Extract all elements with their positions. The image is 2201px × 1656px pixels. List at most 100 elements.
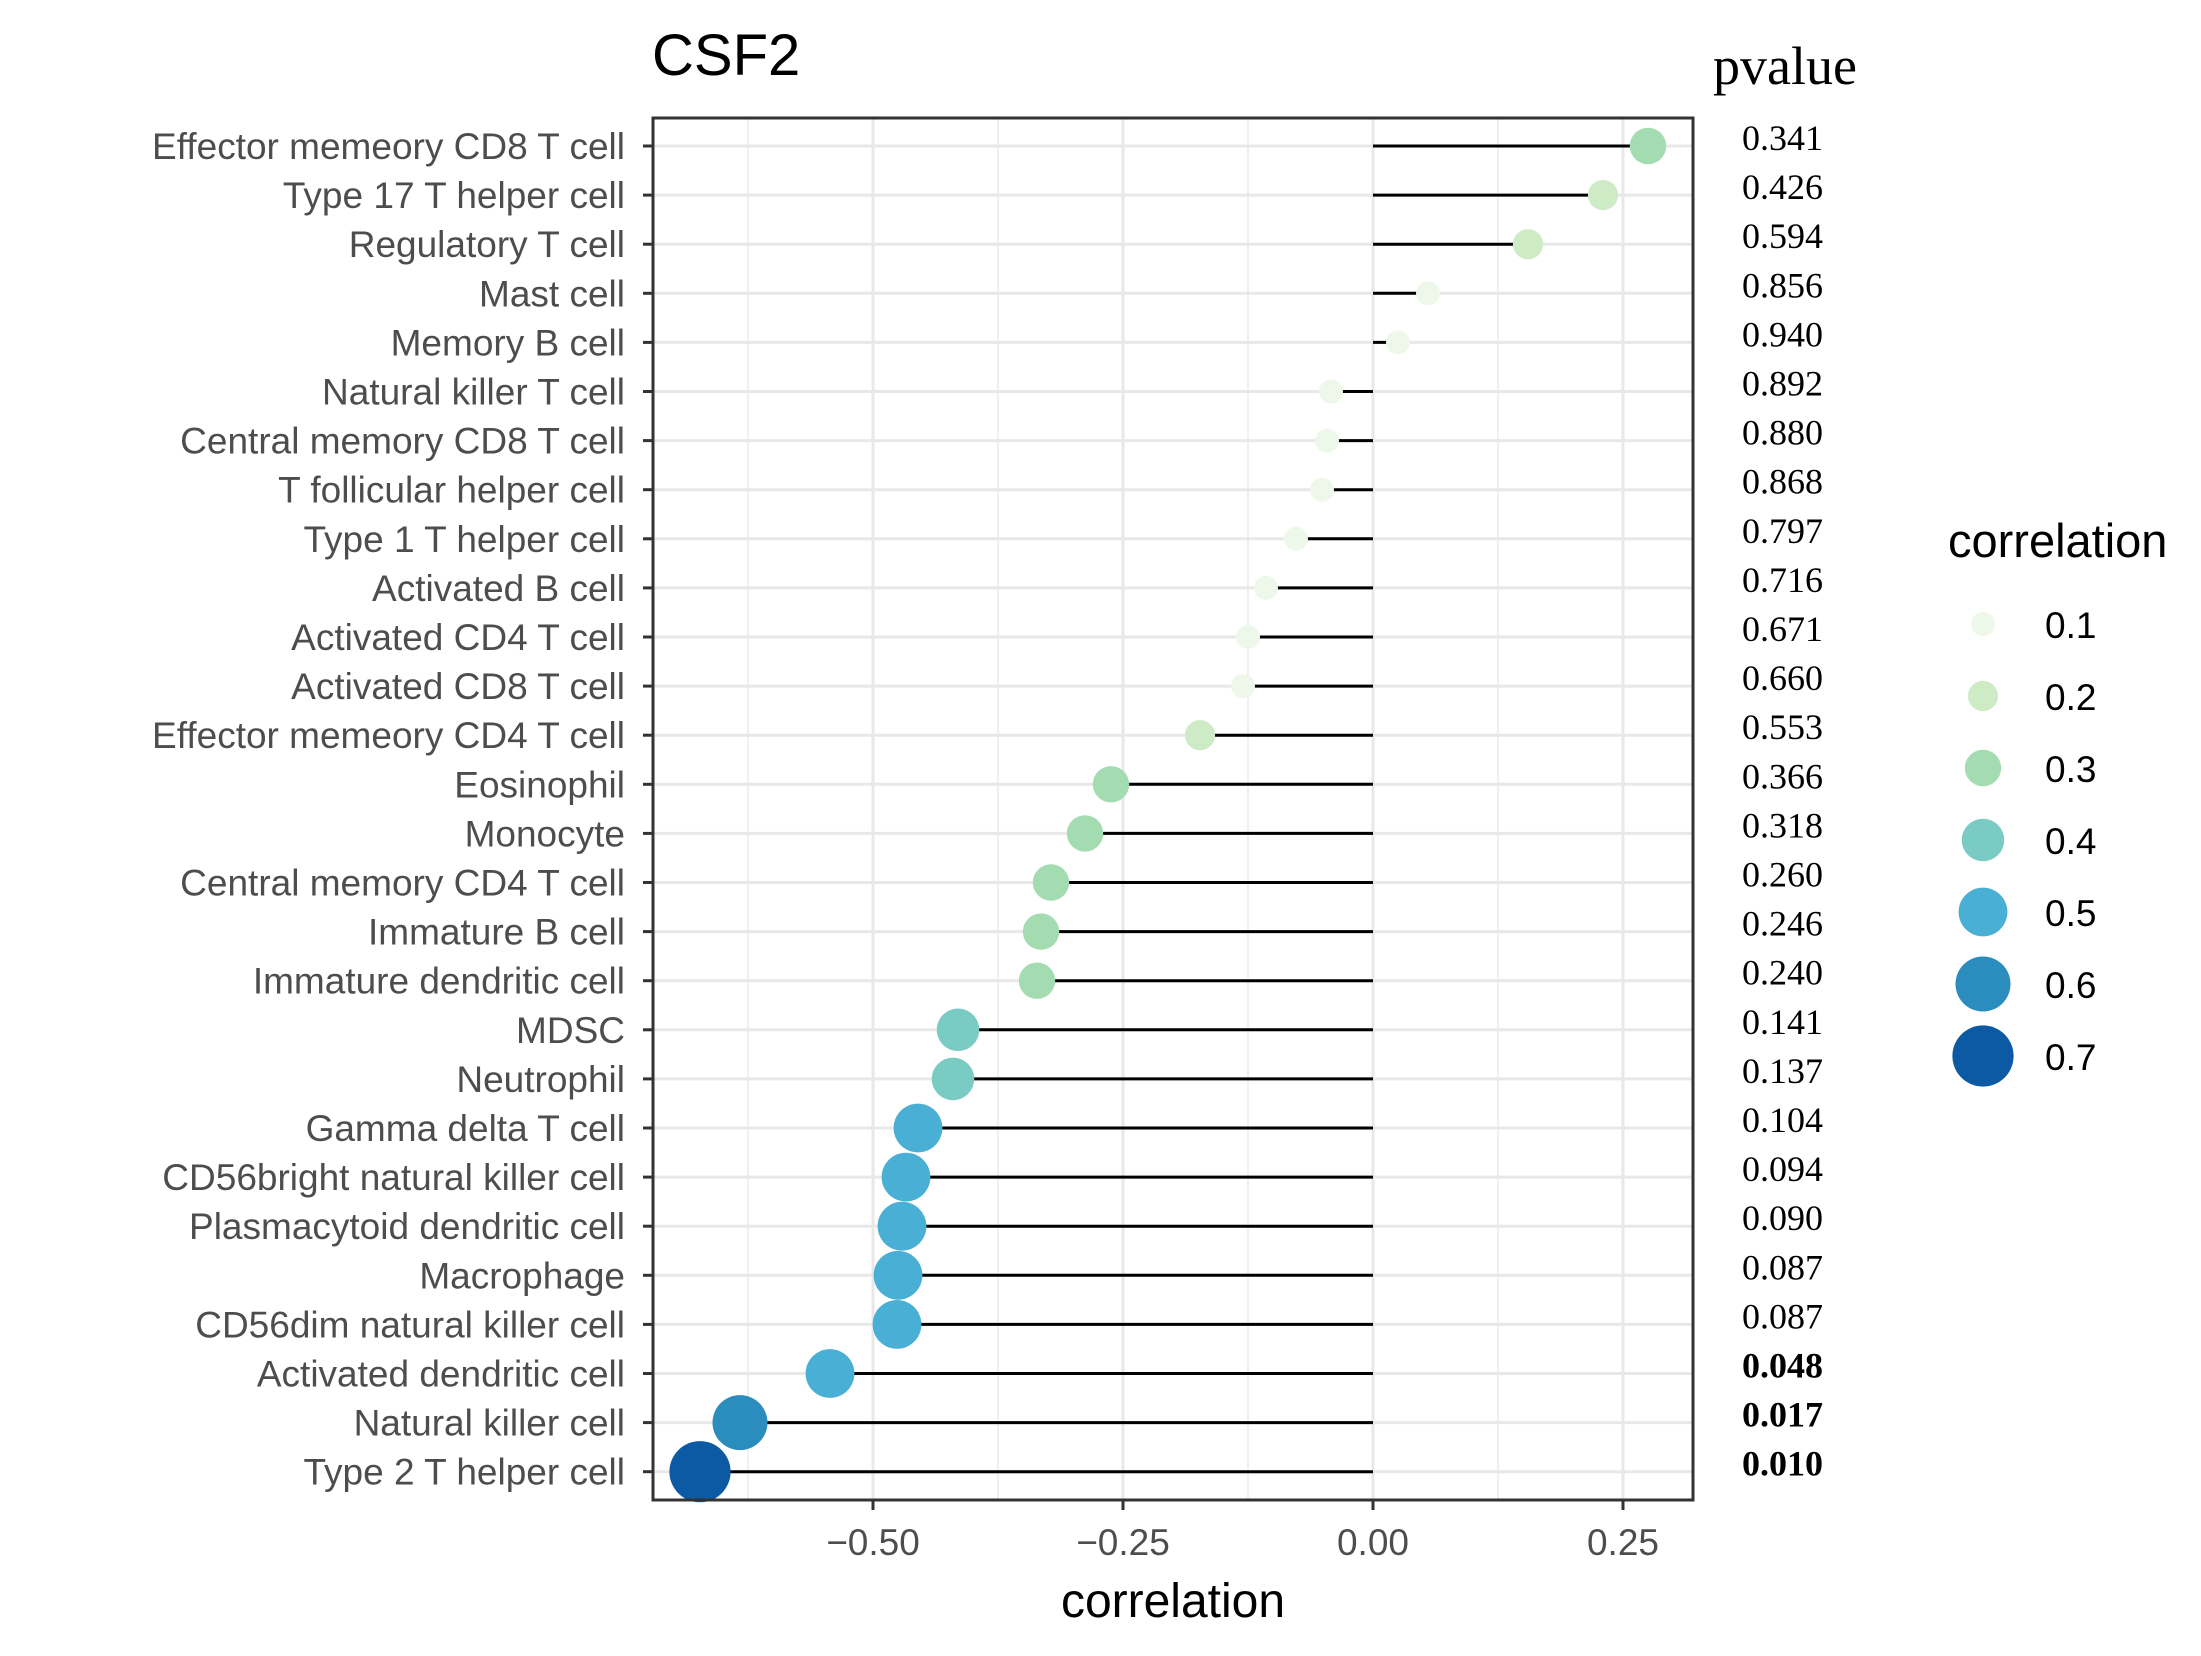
lollipop-dot — [881, 1152, 931, 1202]
lollipop-dot — [1416, 281, 1440, 306]
lollipop-dot — [1236, 625, 1260, 649]
pvalue-label: 0.553 — [1742, 707, 1823, 747]
lollipop-dot — [1231, 674, 1255, 699]
lollipop-dot — [1629, 127, 1667, 165]
x-tick-label: 0.25 — [1587, 1522, 1659, 1563]
row-label: Activated CD4 T cell — [291, 617, 625, 658]
lollipop-dot — [1254, 575, 1278, 600]
row-label: Neutrophil — [456, 1059, 625, 1100]
legend-title: correlation — [1948, 514, 2167, 567]
legend-entry-label: 0.1 — [2045, 605, 2096, 646]
plot-panel-background — [653, 118, 1693, 1500]
row-label: Type 17 T helper cell — [283, 175, 625, 216]
lollipop-dot — [936, 1008, 980, 1052]
lollipop-dot — [1092, 766, 1130, 803]
panel-border — [651, 116, 1695, 1502]
row-label: MDSC — [516, 1010, 625, 1051]
pvalue-label: 0.104 — [1742, 1100, 1823, 1140]
x-tick-label: 0.00 — [1337, 1522, 1409, 1563]
pvalue-label: 0.017 — [1742, 1395, 1823, 1435]
legend-key-dot — [1964, 749, 2002, 787]
pvalue-label: 0.716 — [1742, 560, 1823, 600]
pvalue-header: pvalue — [1713, 36, 1857, 96]
row-label: CD56bright natural killer cell — [162, 1157, 625, 1198]
pvalue-label: 0.318 — [1742, 805, 1823, 845]
legend-entry-label: 0.4 — [2045, 821, 2096, 862]
pvalue-label: 0.797 — [1742, 511, 1823, 551]
row-label: Immature dendritic cell — [253, 961, 625, 1002]
pvalue-label: 0.240 — [1742, 953, 1823, 993]
pvalue-label: 0.671 — [1742, 609, 1823, 649]
row-label: Memory B cell — [391, 322, 625, 363]
pvalue-label: 0.940 — [1742, 314, 1823, 354]
row-label: Mast cell — [479, 273, 625, 314]
pvalue-label: 0.141 — [1742, 1002, 1823, 1042]
lollipop-dot — [712, 1395, 768, 1451]
row-label: Monocyte — [465, 813, 625, 854]
legend-entry-label: 0.2 — [2045, 677, 2096, 718]
lollipop-dot — [877, 1201, 927, 1251]
row-label: Effector memeory CD8 T cell — [152, 126, 625, 167]
pvalue-label: 0.426 — [1742, 167, 1823, 207]
lollipop-dot — [1587, 180, 1619, 211]
row-label: Regulatory T cell — [349, 224, 625, 265]
panel-border-rect — [651, 116, 1695, 1502]
row-label: T follicular helper cell — [278, 470, 625, 511]
row-label: Activated B cell — [372, 568, 625, 609]
lollipop-dot — [1386, 330, 1410, 355]
pvalue-label: 0.660 — [1742, 658, 1823, 698]
x-tick-label: −0.50 — [826, 1522, 920, 1563]
pvalue-column: 0.341 0.426 0.594 0.856 0.940 0.892 0.880 0.868… — [1742, 118, 1823, 1484]
row-label: Effector memeory CD4 T cell — [152, 715, 625, 756]
plot-panel — [653, 118, 1693, 1500]
chart-title: CSF2 — [652, 23, 800, 88]
legend-key-dot — [1955, 956, 2011, 1012]
lollipop-dot — [872, 1300, 922, 1349]
row-label: Gamma delta T cell — [306, 1108, 625, 1149]
x-axis-ticks: −0.50 −0.25 0.00 0.25 — [826, 1500, 1659, 1563]
pvalue-label: 0.594 — [1742, 216, 1823, 256]
legend: 0.1 0.2 0.3 0.4 0.5 0.6 0.7 — [1952, 605, 2096, 1087]
lollipop-dot — [1184, 720, 1216, 751]
x-tick-label: −0.25 — [1076, 1522, 1170, 1563]
row-label: Activated dendritic cell — [257, 1354, 625, 1395]
lollipop-dot — [1066, 815, 1104, 852]
pvalue-label: 0.137 — [1742, 1051, 1823, 1091]
lollipop-dot — [1032, 864, 1070, 901]
legend-key-dot — [1958, 887, 2008, 937]
pvalue-label: 0.260 — [1742, 855, 1823, 895]
legend-entry-label: 0.7 — [2045, 1037, 2096, 1078]
pvalue-label: 0.856 — [1742, 265, 1823, 305]
row-label: Central memory CD8 T cell — [180, 421, 625, 462]
pvalue-label: 0.892 — [1742, 364, 1823, 404]
row-label: Plasmacytoid dendritic cell — [189, 1206, 625, 1247]
lollipop-dot — [1512, 229, 1544, 260]
x-axis-title: correlation — [1061, 1575, 1285, 1628]
pvalue-label: 0.087 — [1742, 1296, 1823, 1336]
row-label: Activated CD8 T cell — [291, 666, 625, 707]
row-label: Central memory CD4 T cell — [180, 863, 625, 904]
row-label: Type 2 T helper cell — [303, 1452, 625, 1493]
pvalue-label: 0.087 — [1742, 1247, 1823, 1287]
pvalue-label: 0.880 — [1742, 413, 1823, 453]
legend-key-dot — [1952, 1025, 2014, 1087]
lollipop-dot — [805, 1349, 855, 1398]
lollipop-dot — [1315, 428, 1339, 453]
pvalue-label: 0.010 — [1742, 1444, 1823, 1484]
row-label: Macrophage — [419, 1255, 625, 1296]
legend-entry-label: 0.3 — [2045, 749, 2096, 790]
lollipop-dot — [893, 1103, 943, 1153]
legend-key-dot — [1971, 612, 1995, 636]
pvalue-label: 0.090 — [1742, 1198, 1823, 1238]
row-label: Immature B cell — [368, 912, 625, 953]
pvalue-label: 0.341 — [1742, 118, 1823, 158]
lollipop-dots — [669, 127, 1667, 1503]
lollipop-dot — [1022, 913, 1060, 950]
row-labels: Effector memeory CD8 T cell Type 17 T hel… — [152, 126, 653, 1493]
pvalue-label: 0.048 — [1742, 1346, 1823, 1386]
lollipop-dot — [1284, 526, 1308, 551]
legend-entry-label: 0.5 — [2045, 893, 2096, 934]
lollipop-dot — [1310, 477, 1334, 502]
lollipop-dot — [669, 1441, 731, 1503]
